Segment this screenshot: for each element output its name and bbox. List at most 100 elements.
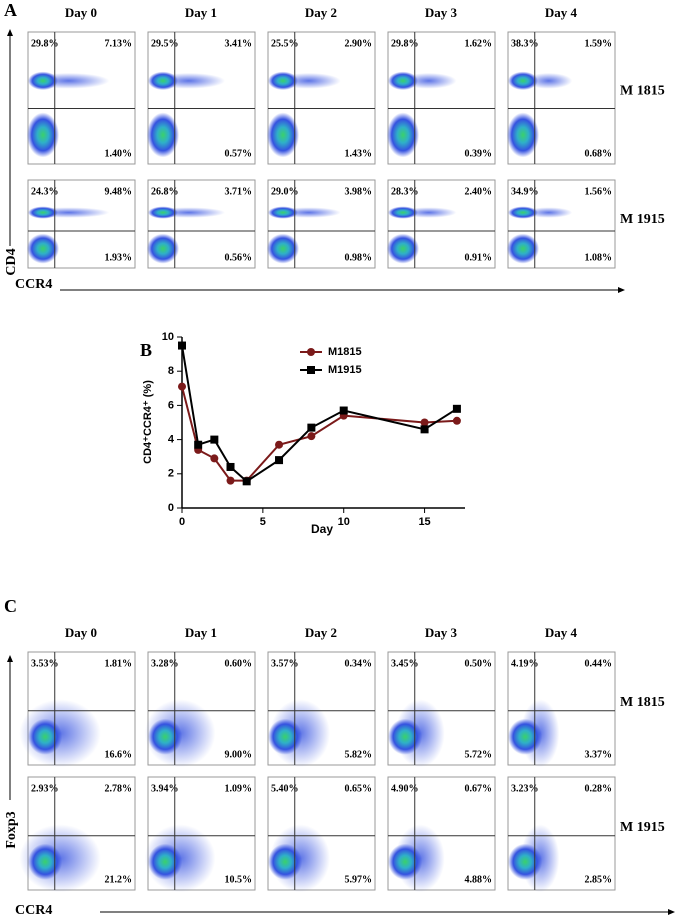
cell-cloud	[266, 233, 300, 264]
quadrant-percent: 26.8%	[151, 186, 179, 197]
quadrant-percent: 1.08%	[585, 252, 613, 263]
cell-cloud	[525, 72, 573, 89]
series-line	[181, 386, 457, 482]
point	[307, 423, 316, 432]
point	[420, 418, 429, 427]
day-header: Day 2	[305, 625, 337, 640]
cell-cloud	[506, 112, 540, 158]
row-label: M 1915	[620, 820, 665, 835]
quadrant-percent: 3.37%	[585, 749, 613, 760]
quadrant-percent: 1.40%	[105, 148, 133, 159]
point	[210, 435, 219, 444]
row-label: M 1815	[620, 695, 665, 710]
cell-cloud	[388, 718, 423, 755]
quadrant-percent: 4.19%	[511, 658, 539, 669]
point	[210, 454, 219, 463]
quadrant-percent: 4.90%	[391, 783, 419, 794]
point	[178, 341, 186, 350]
quadrant-percent: 3.98%	[345, 186, 373, 197]
quadrant-percent: 3.53%	[31, 658, 59, 669]
quadrant-percent: 29.8%	[31, 38, 59, 49]
quadrant-percent: 3.71%	[225, 186, 253, 197]
day-header: Day 0	[65, 5, 97, 20]
panel-label: B	[140, 340, 152, 360]
quadrant-percent: 5.82%	[345, 749, 373, 760]
quadrant-percent: 2.85%	[585, 874, 613, 885]
day-header: Day 3	[425, 5, 458, 20]
cell-cloud	[525, 207, 573, 218]
cell-cloud	[146, 112, 180, 158]
quadrant-percent: 0.28%	[585, 783, 613, 794]
point	[420, 425, 429, 434]
quadrant-percent: 25.5%	[271, 38, 299, 49]
legend-marker	[307, 366, 315, 374]
panel-label: C	[4, 596, 17, 616]
quadrant-percent: 0.57%	[225, 148, 253, 159]
quadrant-percent: 38.3%	[511, 38, 539, 49]
quadrant-percent: 0.44%	[585, 658, 613, 669]
quadrant-percent: 21.2%	[105, 874, 133, 885]
cell-cloud	[26, 233, 60, 264]
row-label: M 1915	[620, 212, 665, 227]
y-tick-label: 10	[162, 331, 174, 343]
cell-cloud	[508, 718, 543, 755]
quadrant-percent: 9.48%	[105, 186, 133, 197]
day-header: Day 4	[545, 5, 578, 20]
cell-cloud	[388, 71, 418, 91]
cell-cloud	[148, 71, 178, 91]
cell-cloud	[146, 233, 180, 264]
quadrant-percent: 3.45%	[391, 658, 419, 669]
quadrant-percent: 1.81%	[105, 658, 133, 669]
quadrant-percent: 24.3%	[31, 186, 59, 197]
quadrant-percent: 2.78%	[105, 783, 133, 794]
day-header: Day 2	[305, 5, 337, 20]
x-tick-label: 10	[338, 516, 350, 528]
quadrant-percent: 16.6%	[105, 749, 133, 760]
quadrant-percent: 0.68%	[585, 148, 613, 159]
quadrant-percent: 0.91%	[465, 252, 493, 263]
quadrant-percent: 3.23%	[511, 783, 539, 794]
point	[242, 477, 251, 486]
x-tick-label: 5	[260, 516, 266, 528]
row-label: M 1815	[620, 84, 665, 99]
quadrant-percent: 2.93%	[31, 783, 59, 794]
quadrant-percent: 1.43%	[345, 148, 373, 159]
quadrant-percent: 0.50%	[465, 658, 493, 669]
cell-cloud	[268, 206, 298, 219]
point	[307, 432, 316, 441]
day-header: Day 1	[185, 5, 217, 20]
quadrant-percent: 1.59%	[585, 38, 613, 49]
x-tick-label: 0	[179, 516, 185, 528]
quadrant-percent: 34.9%	[511, 186, 539, 197]
quadrant-percent: 0.34%	[345, 658, 373, 669]
point	[275, 456, 284, 465]
x-tick-label: 15	[418, 516, 430, 528]
quadrant-percent: 0.67%	[465, 783, 493, 794]
quadrant-percent: 0.65%	[345, 783, 373, 794]
point	[452, 416, 461, 425]
series-line	[181, 345, 458, 483]
cell-cloud	[266, 112, 300, 158]
cell-cloud	[268, 718, 303, 755]
cell-cloud	[27, 718, 63, 755]
quadrant-percent: 3.28%	[151, 658, 179, 669]
cell-cloud	[508, 843, 543, 880]
y-tick-label: 8	[168, 365, 174, 377]
day-header: Day 4	[545, 625, 578, 640]
quadrant-percent: 5.97%	[345, 874, 373, 885]
cell-cloud	[268, 71, 298, 91]
quadrant-percent: 1.93%	[105, 252, 133, 263]
point	[452, 404, 461, 413]
x-axis-label: CCR4	[15, 903, 52, 918]
y-tick-label: 4	[168, 434, 175, 446]
cell-cloud	[507, 71, 538, 91]
quadrant-percent: 9.00%	[225, 749, 253, 760]
cell-cloud	[268, 843, 303, 880]
point	[194, 440, 203, 449]
cell-cloud	[506, 233, 540, 264]
x-axis-label: CCR4	[15, 277, 52, 292]
quadrant-percent: 3.57%	[271, 658, 299, 669]
quadrant-percent: 3.94%	[151, 783, 179, 794]
cell-cloud	[388, 843, 423, 880]
cell-cloud	[27, 843, 63, 880]
